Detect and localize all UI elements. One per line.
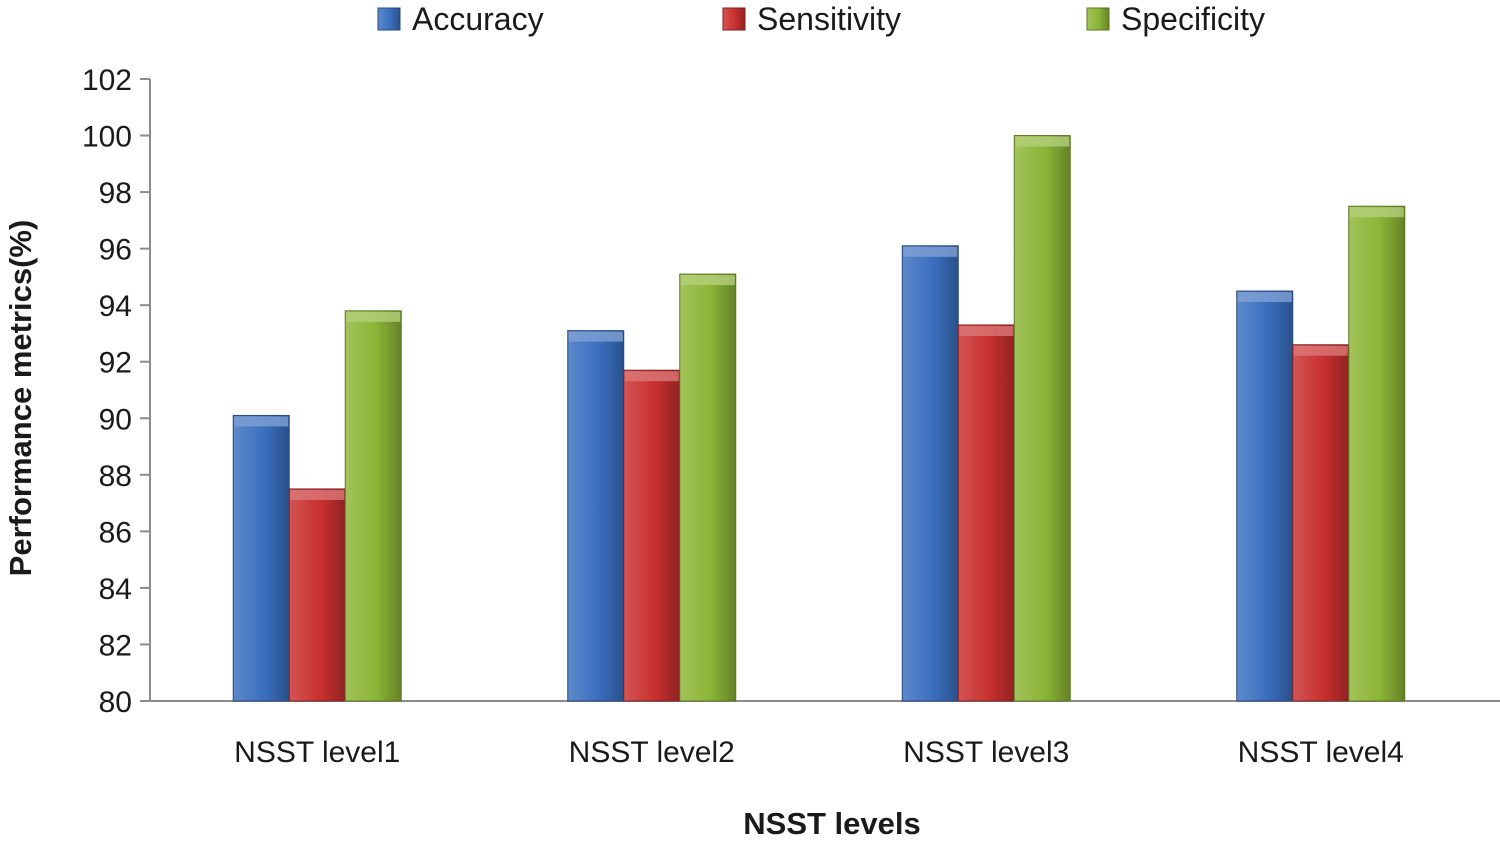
legend-label-sensitivity: Sensitivity: [757, 1, 901, 37]
legend-swatch-specificity: [1086, 7, 1110, 31]
bar-accuracy-4: [1236, 290, 1294, 702]
y-tick-label: 98: [99, 177, 132, 210]
x-axis-title: NSST levels: [743, 806, 920, 841]
bar-highlight: [568, 331, 623, 342]
y-tick-label: 94: [99, 290, 132, 323]
bar-highlight: [1293, 345, 1348, 356]
bar-sensitivity-1: [288, 488, 346, 702]
bar-highlight: [1349, 207, 1404, 218]
legend: Accuracy Sensitivity Specificity: [377, 1, 1265, 37]
bar-accuracy-1: [232, 414, 290, 702]
y-tick-label: 88: [99, 460, 132, 493]
x-tick-label: NSST level4: [1238, 736, 1404, 769]
bar-highlight: [903, 246, 958, 257]
y-tick-label: 80: [99, 686, 132, 719]
x-tick-label: NSST level2: [569, 736, 735, 769]
legend-swatch-sensitivity: [722, 7, 746, 31]
y-tick-label: 90: [99, 403, 132, 436]
bar-highlight: [680, 275, 735, 286]
bar-highlight: [959, 325, 1014, 336]
y-tick-label: 102: [82, 64, 132, 97]
y-tick-label: 86: [99, 516, 132, 549]
bar-specificity-4: [1348, 205, 1406, 702]
bar-highlight: [346, 311, 401, 322]
bar-sensitivity-4: [1292, 344, 1350, 702]
y-tick-label: 84: [99, 573, 132, 606]
bar-sensitivity-2: [623, 369, 681, 702]
x-axis-labels: NSST level1 NSST level2 NSST level3 NSST le…: [234, 736, 1404, 769]
bar-specificity-1: [344, 310, 402, 702]
bar-highlight: [624, 371, 679, 382]
y-tick-label: 96: [99, 234, 132, 267]
y-tick-label: 92: [99, 347, 132, 380]
bar-highlight: [1237, 292, 1292, 303]
legend-label-accuracy: Accuracy: [412, 1, 544, 37]
y-axis-title: Performance metrics(%): [3, 220, 38, 577]
x-tick-label: NSST level1: [234, 736, 400, 769]
bar-specificity-3: [1013, 135, 1071, 702]
bar-highlight: [290, 489, 345, 500]
x-tick-label: NSST level3: [903, 736, 1069, 769]
bar-sensitivity-3: [957, 324, 1015, 702]
bar-highlight: [1015, 136, 1070, 147]
bars: [232, 135, 1406, 702]
legend-swatch-accuracy: [377, 7, 401, 31]
bar-highlight: [234, 416, 289, 427]
bar-specificity-2: [679, 273, 737, 702]
bar-accuracy-3: [901, 245, 959, 702]
y-axis-ticks: 80 82 84 86 88 90 92 94 96 98 100 102: [82, 64, 150, 719]
legend-label-specificity: Specificity: [1121, 1, 1265, 37]
y-tick-label: 82: [99, 629, 132, 662]
y-tick-label: 100: [82, 121, 132, 154]
bar-accuracy-2: [567, 330, 625, 702]
